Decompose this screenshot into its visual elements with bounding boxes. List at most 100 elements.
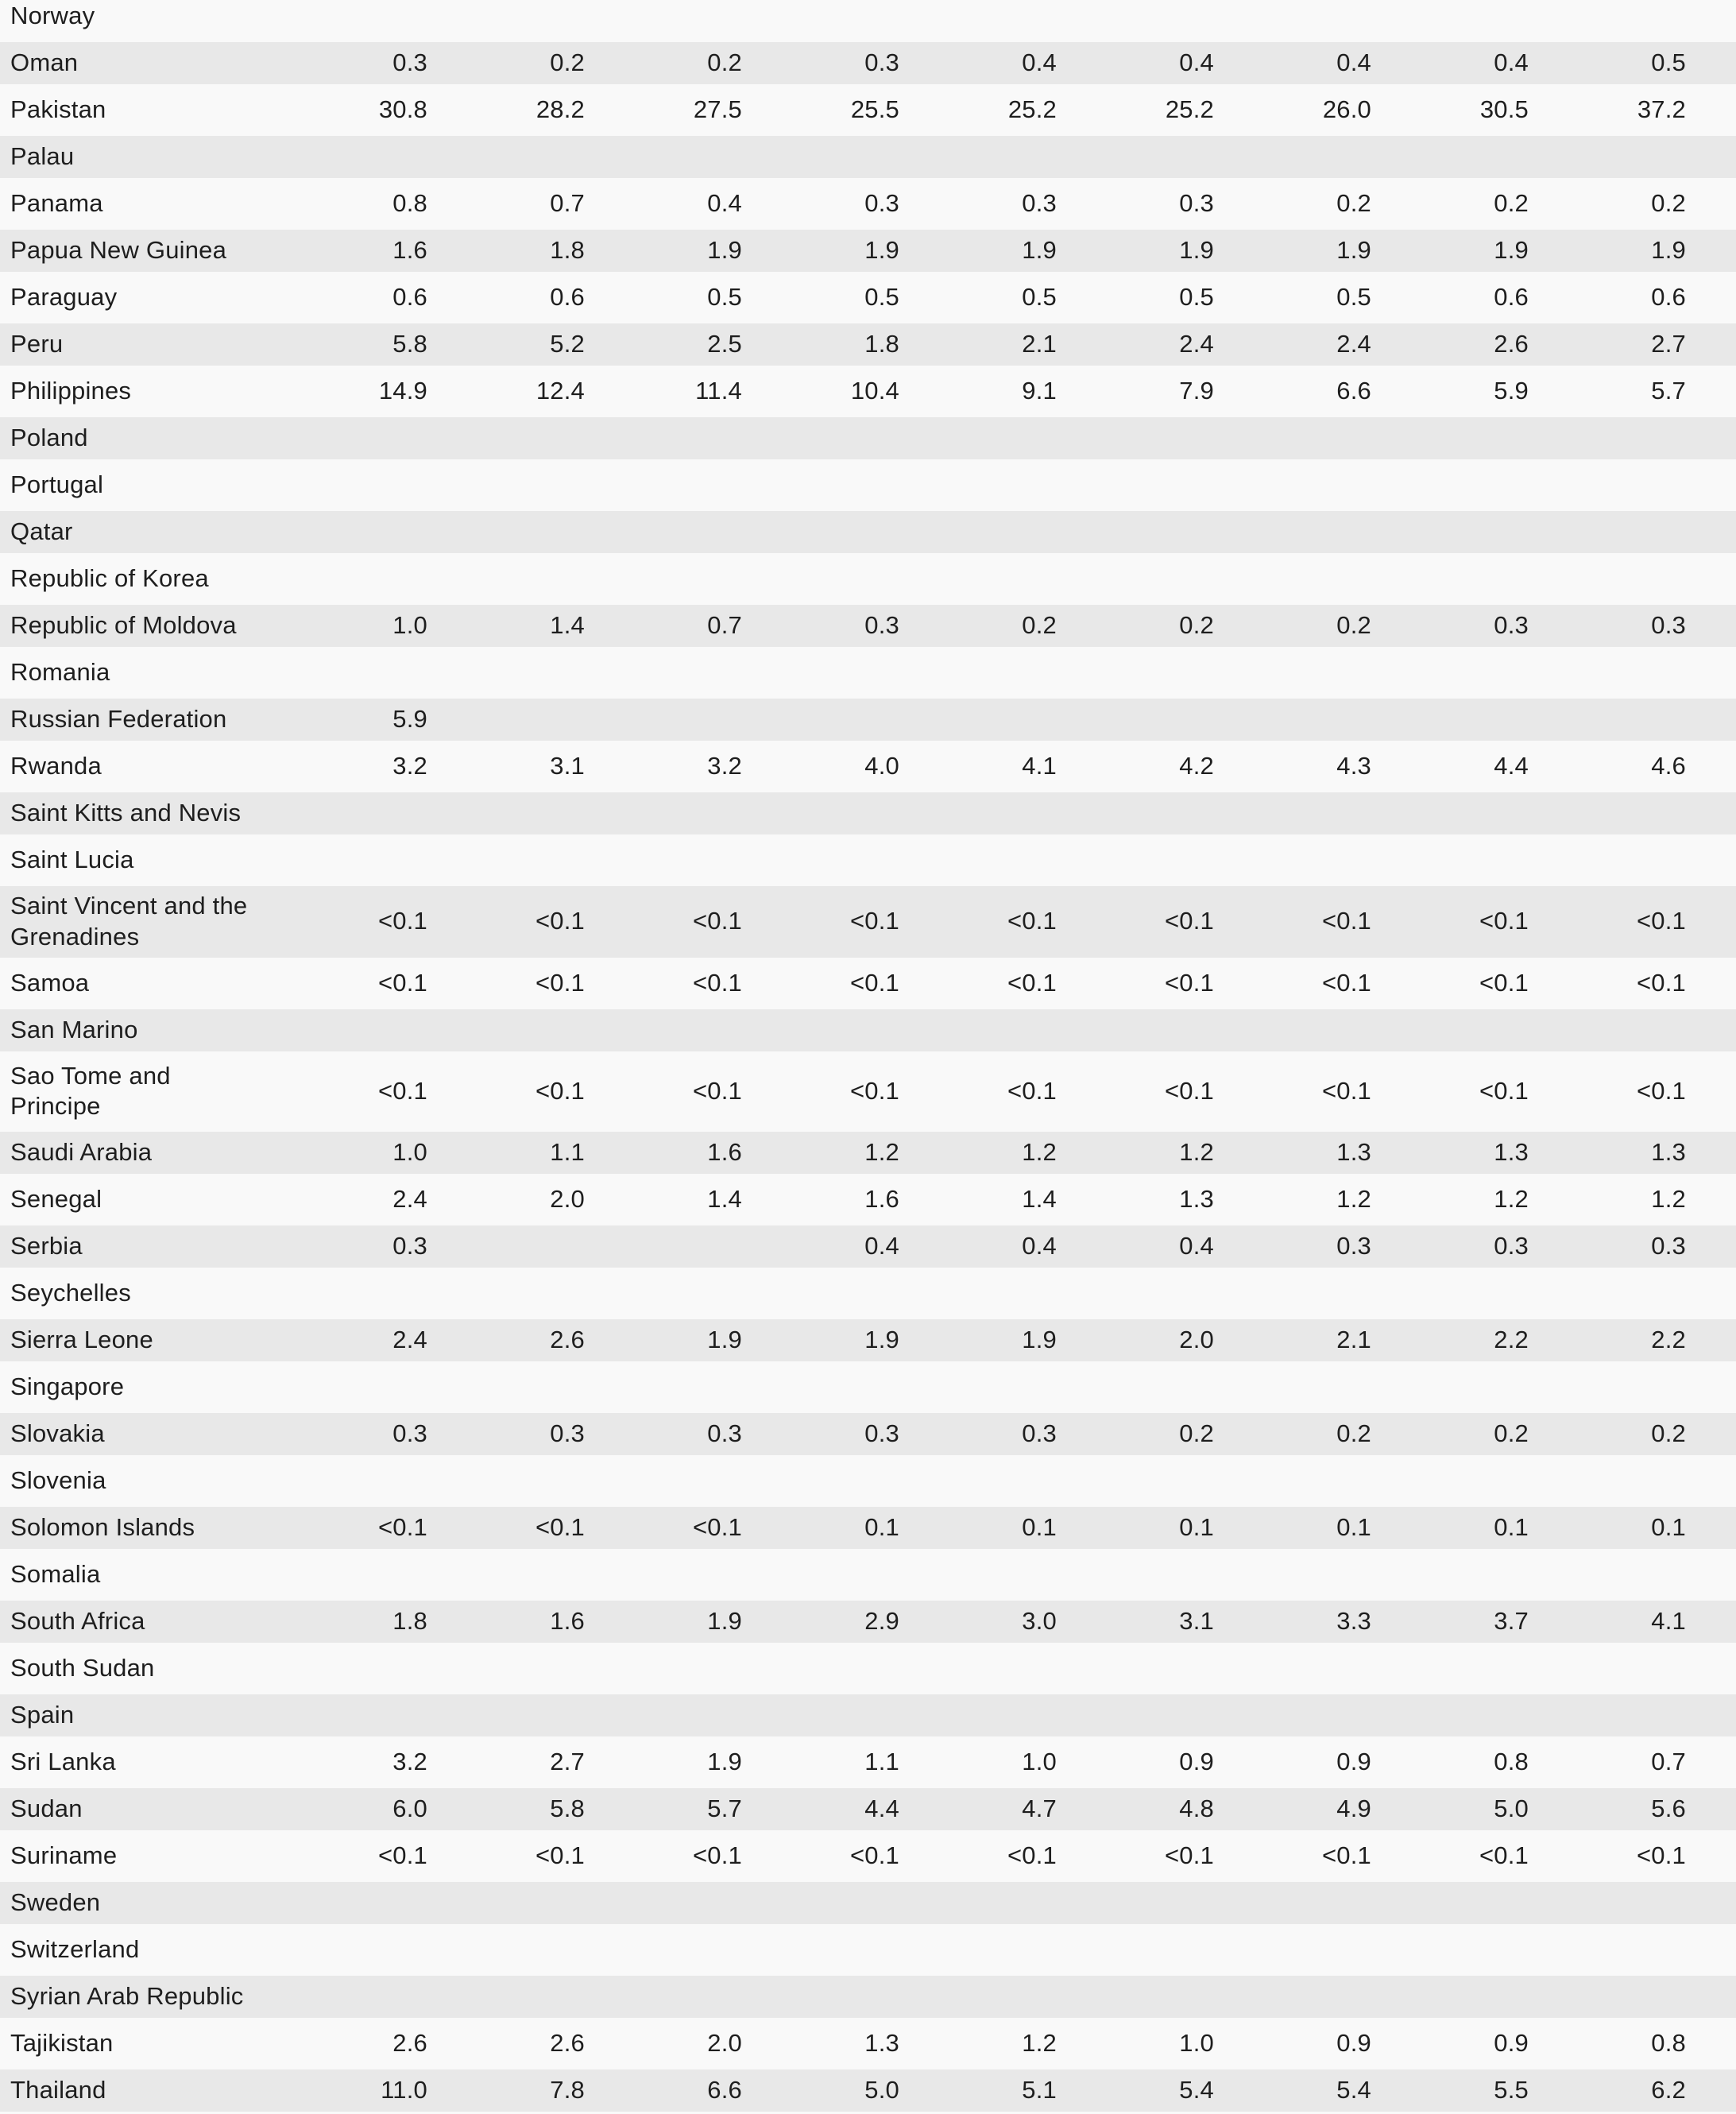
value-cell: <0.1	[1057, 884, 1214, 960]
value-cell: 0.6	[427, 274, 585, 321]
table-row: Paraguay 0.6 0.6 0.5 0.5 0.5 0.5 0.5 0.6 0.6	[0, 274, 1736, 321]
table-row: Philippines 14.9 12.4 11.4 10.4 9.1 7.9 6.6 5.9…	[0, 368, 1736, 415]
value-cell: 0.4	[1057, 40, 1214, 87]
value-cell: 6.2	[1529, 2067, 1736, 2114]
value-cell: 0.3	[899, 180, 1057, 227]
value-cell: 0.3	[270, 1223, 427, 1270]
value-cell	[742, 556, 899, 602]
value-cell: <0.1	[1214, 959, 1371, 1007]
value-cell: 1.6	[742, 1176, 899, 1223]
table-row: Norway	[0, 0, 1736, 40]
table-row: Papua New Guinea 1.6 1.8 1.9 1.9 1.9 1.9 1.9 1.…	[0, 227, 1736, 274]
value-cell	[270, 509, 427, 556]
value-cell	[427, 1270, 585, 1317]
country-cell: Philippines	[0, 368, 270, 415]
value-cell	[742, 134, 899, 180]
table-row: South Sudan	[0, 1645, 1736, 1692]
value-cell: 2.0	[1057, 1317, 1214, 1364]
value-cell: 0.8	[1371, 1739, 1529, 1786]
value-cell	[1529, 1458, 1736, 1504]
value-cell: 4.3	[1214, 743, 1371, 790]
value-cell: 0.9	[1371, 2020, 1529, 2067]
value-cell	[427, 1645, 585, 1692]
value-cell	[427, 1364, 585, 1411]
value-cell: 0.3	[270, 1411, 427, 1458]
value-cell	[270, 1880, 427, 1926]
value-cell	[1529, 1973, 1736, 2020]
value-cell: 0.2	[1371, 180, 1529, 227]
value-cell	[1371, 1551, 1529, 1598]
table-row: Sweden	[0, 1880, 1736, 1926]
value-cell: <0.1	[427, 1504, 585, 1551]
value-cell	[270, 1926, 427, 1973]
value-cell: 37.2	[1529, 87, 1736, 134]
value-cell: <0.1	[585, 884, 742, 960]
value-cell: 0.1	[1057, 1504, 1214, 1551]
value-cell	[1529, 790, 1736, 837]
value-cell: 0.1	[1214, 1504, 1371, 1551]
value-cell	[1371, 556, 1529, 602]
value-cell	[427, 837, 585, 884]
value-cell	[270, 1006, 427, 1054]
value-cell	[1214, 0, 1371, 40]
table-row: South Africa 1.8 1.6 1.9 2.9 3.0 3.1 3.3 3.7 4.1	[0, 1598, 1736, 1645]
value-cell	[1529, 0, 1736, 40]
value-cell: 0.2	[899, 602, 1057, 649]
value-cell: 3.3	[1214, 1598, 1371, 1645]
table-row: Romania	[0, 649, 1736, 696]
table-row: Saint Kitts and Nevis	[0, 790, 1736, 837]
table-row: Spain	[0, 1692, 1736, 1739]
value-cell	[1057, 696, 1214, 743]
value-cell: <0.1	[742, 884, 899, 960]
value-cell	[1057, 1006, 1214, 1054]
value-cell: 1.9	[585, 227, 742, 274]
value-cell	[742, 1645, 899, 1692]
value-cell	[1371, 1926, 1529, 1973]
value-cell: 1.4	[585, 1176, 742, 1223]
value-cell	[1371, 1880, 1529, 1926]
country-cell: Suriname	[0, 1833, 270, 1880]
value-cell: 2.9	[742, 1598, 899, 1645]
country-cell: South Sudan	[0, 1645, 270, 1692]
value-cell	[1529, 415, 1736, 462]
value-cell: 2.2	[1371, 1317, 1529, 1364]
value-cell	[585, 1223, 742, 1270]
value-cell: 1.8	[742, 321, 899, 368]
value-cell	[742, 1973, 899, 2020]
value-cell: 0.2	[1214, 1411, 1371, 1458]
value-cell	[1371, 134, 1529, 180]
value-cell	[585, 1006, 742, 1054]
value-cell: 5.2	[427, 321, 585, 368]
value-cell: 6.6	[585, 2067, 742, 2114]
value-cell	[1529, 1645, 1736, 1692]
value-cell	[585, 0, 742, 40]
value-cell: 0.1	[742, 1504, 899, 1551]
value-cell: 0.8	[270, 180, 427, 227]
value-cell: <0.1	[1214, 1833, 1371, 1880]
value-cell: 25.2	[1057, 87, 1214, 134]
value-cell: 0.5	[1529, 40, 1736, 87]
value-cell	[1529, 1880, 1736, 1926]
value-cell: 0.5	[899, 274, 1057, 321]
table-row: Republic of Moldova 1.0 1.4 0.7 0.3 0.2 0.2 0.…	[0, 602, 1736, 649]
value-cell: 1.3	[742, 2020, 899, 2067]
value-cell	[1371, 462, 1529, 509]
value-cell: 1.9	[1529, 227, 1736, 274]
value-cell: <0.1	[742, 959, 899, 1007]
table-row: Sudan 6.0 5.8 5.7 4.4 4.7 4.8 4.9 5.0 5.6	[0, 1786, 1736, 1833]
value-cell: 0.4	[899, 40, 1057, 87]
value-cell: 25.2	[899, 87, 1057, 134]
value-cell: 0.2	[585, 40, 742, 87]
country-cell: Sao Tome and Principe	[0, 1053, 270, 1129]
table-row: Sri Lanka 3.2 2.7 1.9 1.1 1.0 0.9 0.9 0.8 0.7	[0, 1739, 1736, 1786]
value-cell: 3.2	[270, 743, 427, 790]
country-cell: Norway	[0, 0, 270, 40]
value-cell	[1057, 1973, 1214, 2020]
value-cell	[742, 649, 899, 696]
value-cell: 4.8	[1057, 1786, 1214, 1833]
country-cell: Paraguay	[0, 274, 270, 321]
country-cell: Tajikistan	[0, 2020, 270, 2067]
value-cell	[1529, 696, 1736, 743]
value-cell: 2.1	[1214, 1317, 1371, 1364]
value-cell: 1.0	[1057, 2020, 1214, 2067]
